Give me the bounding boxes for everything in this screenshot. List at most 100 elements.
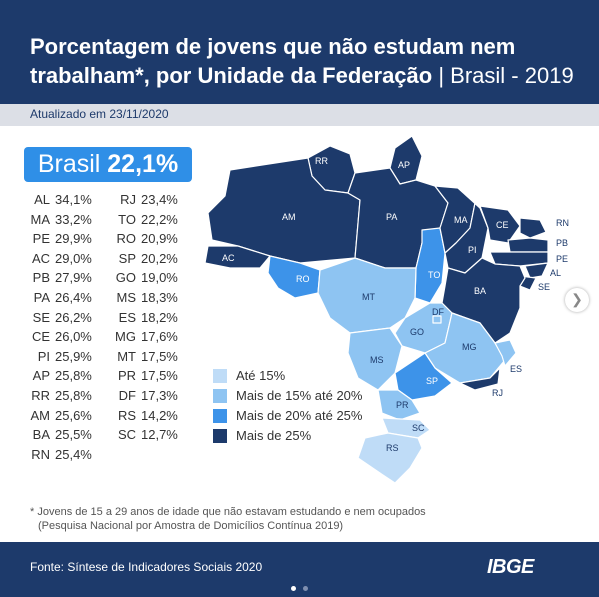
brasil-label: Brasil (37, 150, 101, 178)
label-pr: PR (396, 400, 409, 410)
ranking-row: RJ 23,4% (112, 190, 178, 210)
label-ro: RO (296, 274, 310, 284)
state-al (524, 262, 549, 279)
ranking-state: RO (116, 231, 137, 247)
footer-banner (0, 542, 599, 597)
legend-label: Mais de 20% até 25% (236, 408, 363, 423)
state-sc (381, 417, 431, 439)
ranking-row: RR 25,8% (26, 386, 92, 406)
ranking-state: PA (33, 289, 50, 305)
state-pb (507, 237, 549, 253)
state-rj (459, 367, 501, 391)
ranking-row: RN 25,4% (26, 445, 92, 465)
state-rs (357, 432, 423, 484)
carousel-dot-active[interactable] (291, 586, 296, 591)
ranking-state: RS (117, 407, 136, 423)
header-banner (0, 0, 599, 104)
ranking-value: 25,8% (55, 368, 92, 384)
ranking-value: 20,9% (141, 231, 178, 247)
label-sp: SP (426, 376, 438, 386)
ranking-state: ES (118, 309, 136, 325)
state-ro (267, 255, 321, 299)
ranking-state: DF (118, 387, 136, 403)
ranking-value: 20,2% (141, 250, 178, 266)
brazil-map: RR AP AM PA MA CE RN PB PE AL SE PI AC R… (204, 135, 569, 484)
label-pa: PA (386, 212, 397, 222)
ranking-value: 12,7% (141, 427, 178, 443)
ranking-value: 29,0% (55, 250, 92, 266)
legend-item: Mais de 20% até 25% (212, 408, 362, 428)
ranking-column-left: AL 34,1% MA 33,2% PE 29,9% AC 29,0% PB 27,9% PA 26,… (26, 190, 92, 464)
ranking-value: 25,4% (55, 446, 92, 462)
label-am: AM (282, 212, 296, 222)
legend-label: Até 15% (236, 368, 286, 383)
ranking-value: 17,3% (141, 387, 178, 403)
label-mg: MG (462, 342, 477, 352)
footnote-line-2: (Pesquisa Nacional por Amostra de Domicí… (38, 520, 344, 532)
ranking-state: PB (32, 270, 50, 286)
footnote: * Jovens de 15 a 29 anos de idade que nã… (30, 505, 426, 533)
ranking-state: SP (118, 250, 136, 266)
title-line-1: Porcentagem de jovens que não estudam ne… (30, 34, 516, 59)
legend-swatch (212, 408, 228, 424)
state-es (494, 339, 517, 367)
label-es: ES (510, 364, 522, 374)
ranking-state: SE (32, 309, 50, 325)
ranking-row: SE 26,2% (26, 308, 92, 328)
ranking-value: 18,3% (141, 289, 178, 305)
ranking-row: AP 25,8% (26, 366, 92, 386)
chevron-right-icon[interactable]: ❯ (565, 288, 589, 312)
ranking-row: AM 25,6% (26, 406, 92, 426)
ibge-logo: IBGE (487, 556, 534, 578)
ranking-state: AL (34, 192, 50, 207)
label-rn: RN (556, 218, 569, 228)
ranking-state: MA (30, 211, 51, 227)
state-df (432, 315, 442, 324)
ranking-value: 25,6% (55, 407, 92, 423)
ranking-state: AC (31, 250, 50, 266)
ranking-state: RN (31, 446, 50, 462)
title-line-2: trabalham*, por Unidade da Federação | B… (30, 63, 574, 89)
ranking-row: SC 12,7% (112, 425, 178, 445)
legend-label: Mais de 25% (236, 428, 312, 443)
state-rn (519, 217, 547, 239)
ranking-row: BA 25,5% (26, 425, 92, 445)
ranking-value: 26,4% (55, 289, 92, 305)
carousel-dot[interactable] (303, 586, 309, 591)
ranking-state: RJ (120, 192, 136, 207)
ranking-value: 25,8% (55, 387, 92, 403)
ranking-row: PI 25,9% (26, 347, 92, 367)
ranking-value: 34,1% (55, 192, 92, 207)
legend-swatch (212, 388, 228, 404)
label-mt: MT (362, 292, 375, 302)
ranking-row: PA 26,4% (26, 288, 92, 308)
ranking-state: RR (31, 387, 50, 403)
ranking-column-right: RJ 23,4% TO 22,2% RO 20,9% SP 20,2% GO 19,0% MS 18,… (112, 190, 178, 445)
ranking-row: RO 20,9% (112, 229, 178, 249)
ranking-state: PE (32, 231, 50, 247)
ranking-value: 18,2% (141, 309, 178, 325)
ranking-row: AL 34,1% (26, 190, 92, 210)
ranking-value: 23,4% (141, 192, 178, 207)
label-sc: SC (412, 423, 425, 433)
label-se: SE (538, 282, 550, 292)
updated-date: Atualizado em 23/11/2020 (30, 107, 169, 121)
title-main: trabalham*, por Unidade da Federação (30, 63, 433, 88)
map-legend: Até 15% Mais de 15% até 20% Mais de 20% at… (212, 368, 362, 448)
ranking-value: 33,2% (55, 211, 92, 227)
ranking-state: AP (32, 368, 50, 384)
state-ms (347, 327, 403, 391)
ranking-state: BA (32, 427, 50, 443)
ranking-row: MG 17,6% (112, 327, 178, 347)
label-to: TO (428, 270, 440, 280)
ranking-state: MS (116, 289, 137, 305)
ranking-state: TO (118, 211, 136, 227)
ranking-state: MG (115, 329, 136, 345)
label-pe: PE (556, 254, 568, 264)
ranking-row: DF 17,3% (112, 386, 178, 406)
ranking-value: 26,0% (55, 329, 92, 345)
state-am (207, 157, 361, 264)
ranking-row: PR 17,5% (112, 366, 178, 386)
label-ap: AP (398, 160, 410, 170)
